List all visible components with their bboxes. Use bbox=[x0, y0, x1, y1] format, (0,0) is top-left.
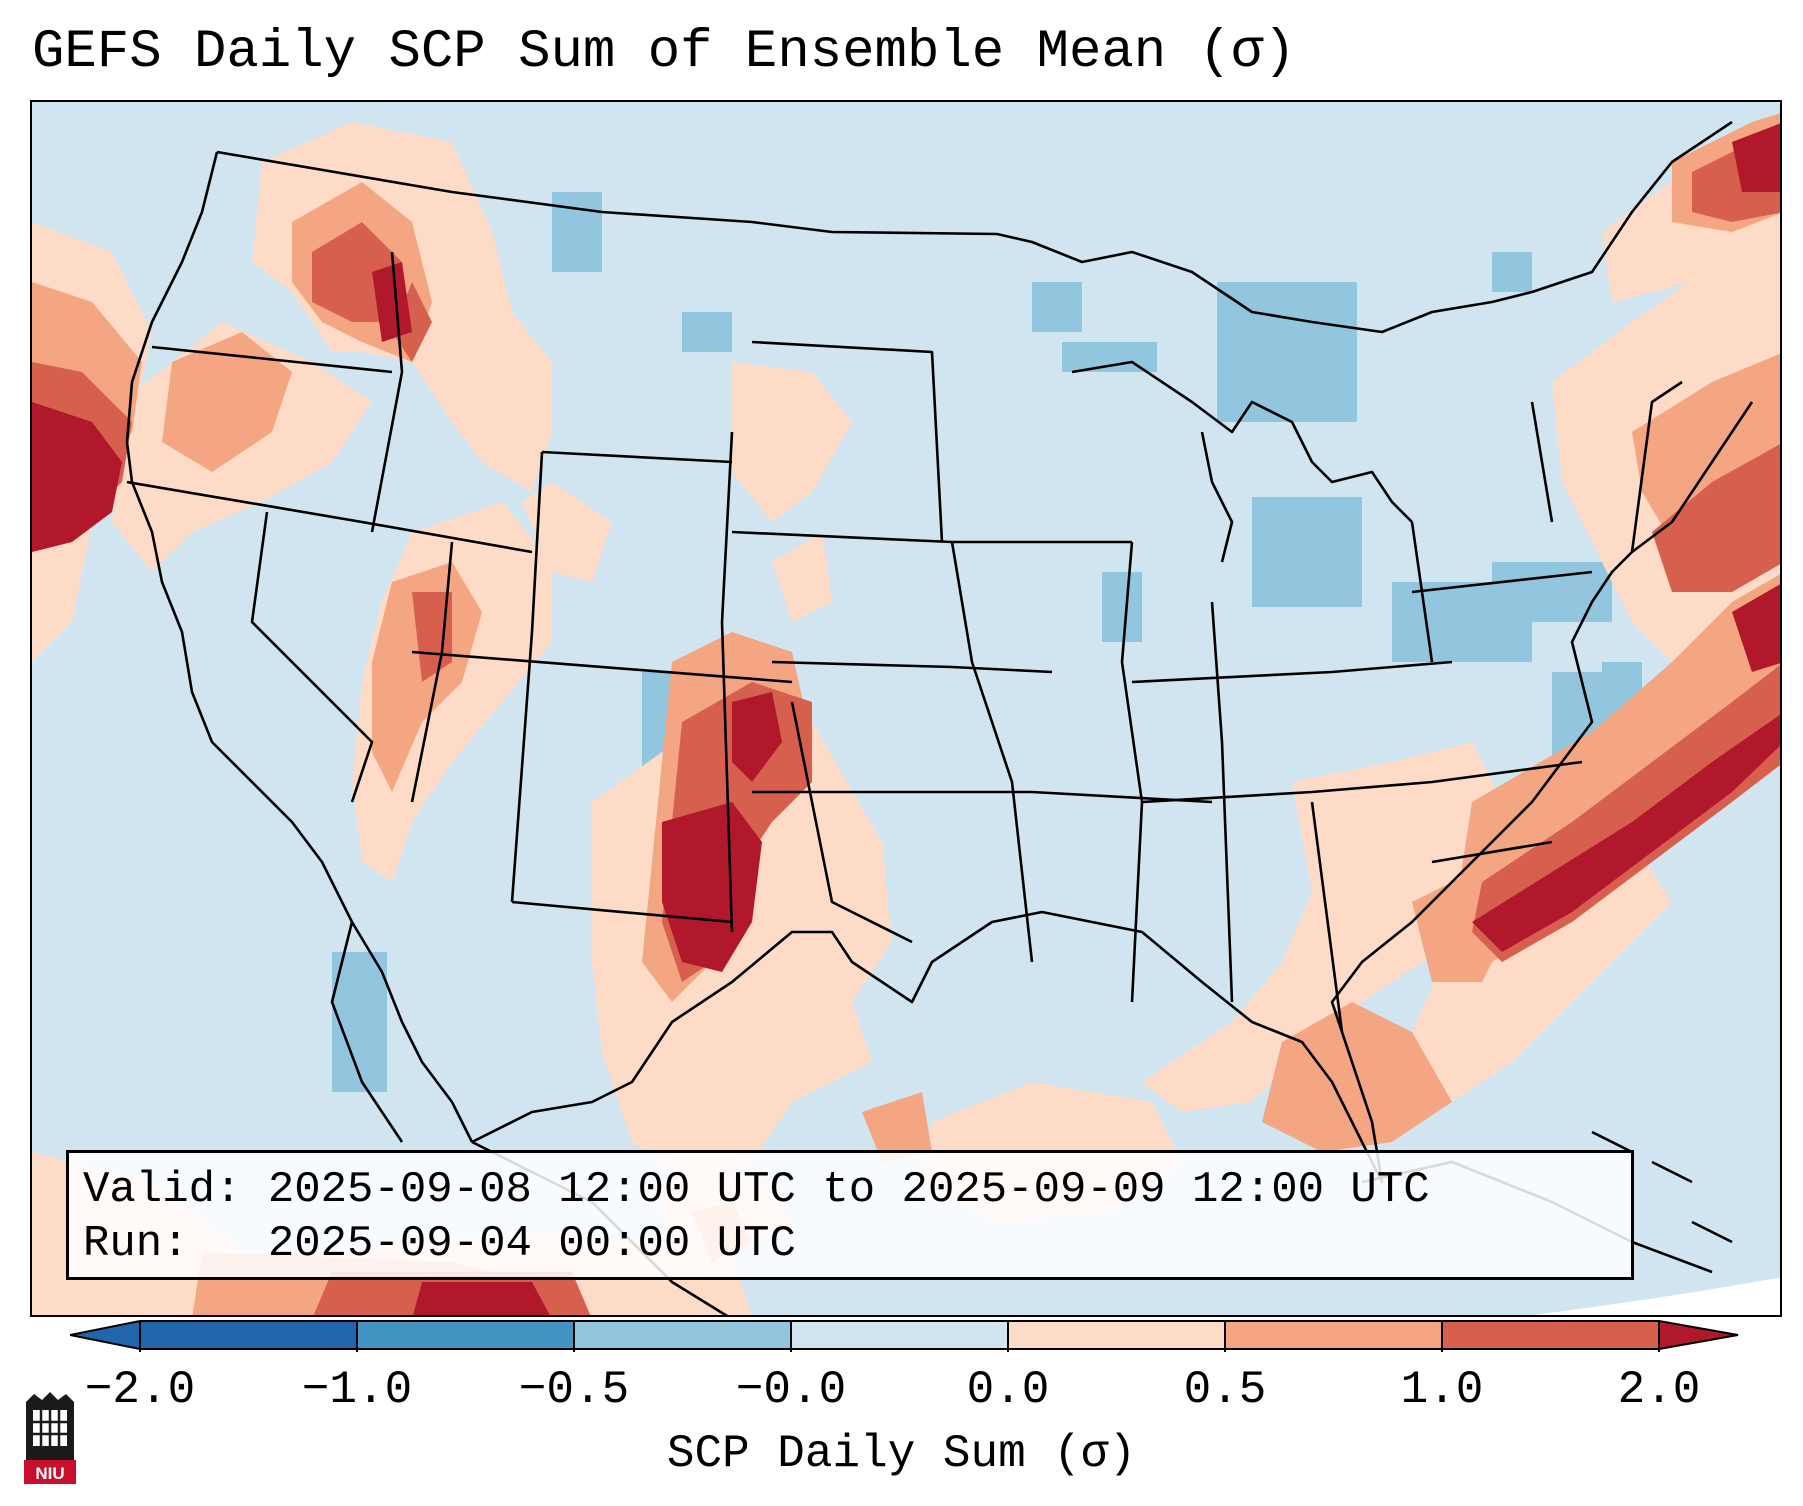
chart-title: GEFS Daily SCP Sum of Ensemble Mean (σ) bbox=[32, 22, 1296, 83]
colorbar-tick: 0.5 bbox=[1183, 1364, 1267, 1416]
run-label: Run: bbox=[83, 1219, 189, 1269]
valid-label: Valid: bbox=[83, 1165, 242, 1215]
colorbar-tick: 2.0 bbox=[1617, 1364, 1701, 1416]
colorbar bbox=[70, 1320, 1739, 1352]
colorbar-extend-high bbox=[1659, 1321, 1738, 1349]
map-panel bbox=[30, 100, 1782, 1317]
colorbar-segment-6 bbox=[1225, 1321, 1442, 1349]
colorbar-segment-7 bbox=[1442, 1321, 1659, 1349]
niu-logo-icon: NIU bbox=[24, 1392, 76, 1484]
scp-map bbox=[32, 102, 1780, 1315]
colorbar-tick: −1.0 bbox=[301, 1364, 413, 1416]
boundaries bbox=[125, 120, 1754, 1315]
colorbar-tick: 1.0 bbox=[1400, 1364, 1484, 1416]
colorbar-extend-low bbox=[70, 1321, 140, 1349]
colorbar-tick: −0.0 bbox=[735, 1364, 847, 1416]
niu-logo-text: NIU bbox=[35, 1464, 64, 1483]
valid-time-range: 2025-09-08 12:00 UTC to 2025-09-09 12:00… bbox=[267, 1165, 1430, 1215]
colorbar-label: SCP Daily Sum (σ) bbox=[666, 1428, 1137, 1480]
run-time: 2025-09-04 00:00 UTC bbox=[267, 1219, 796, 1269]
very-strong-positive-areas bbox=[32, 123, 1780, 1315]
colorbar-segment-1 bbox=[140, 1321, 357, 1349]
colorbar-tick: 0.0 bbox=[966, 1364, 1050, 1416]
colorbar-segment-2 bbox=[357, 1321, 574, 1349]
colorbar-segment-5 bbox=[1008, 1321, 1225, 1349]
colorbar-segment-3 bbox=[574, 1321, 791, 1349]
colorbar-tick: −2.0 bbox=[84, 1364, 196, 1416]
valid-run-info-box: Valid: 2025-09-08 12:00 UTC to 2025-09-0… bbox=[66, 1150, 1634, 1280]
colorbar-segment-4 bbox=[791, 1321, 1008, 1349]
colorbar-tick: −0.5 bbox=[518, 1364, 630, 1416]
